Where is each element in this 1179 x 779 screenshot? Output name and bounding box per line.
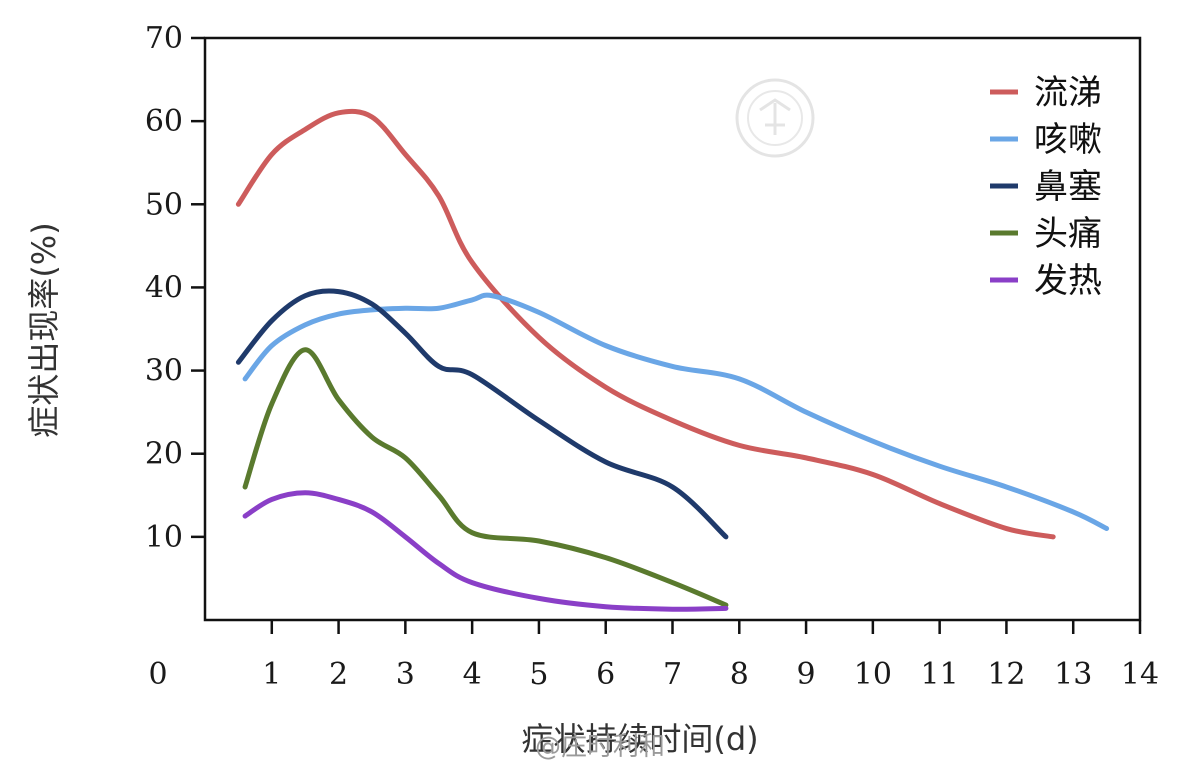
- y-axis-title: 症状出现率(%): [25, 222, 63, 437]
- x-tick-label: 1: [262, 657, 281, 692]
- y-tick-label: 60: [145, 104, 183, 139]
- series-line-1: [235, 108, 1056, 540]
- x-tick-label: 6: [596, 657, 615, 692]
- x-tick-label: 11: [921, 657, 959, 692]
- series-line-4: [242, 347, 729, 608]
- x-tick-label: 2: [329, 657, 348, 692]
- x-tick-label: 10: [854, 657, 892, 692]
- y-tick-label: 20: [145, 437, 183, 472]
- x-tick-label: 3: [396, 657, 415, 692]
- legend-label: 流涕: [1034, 73, 1102, 113]
- legend-label: 头痛: [1034, 214, 1102, 254]
- watermark-credit: @庄时利和: [535, 732, 665, 762]
- x-tick-label: 12: [987, 657, 1025, 692]
- plot-axes: [203, 36, 1142, 622]
- plot-frame: [203, 36, 1142, 622]
- series-group: [235, 108, 1110, 612]
- x-tick-label: 9: [797, 657, 816, 692]
- y-tick-label: 70: [145, 21, 183, 56]
- y-tick-label: 10: [145, 520, 183, 555]
- series-line-3: [235, 288, 729, 540]
- y-tick-label: 50: [145, 187, 183, 222]
- x-tick-label: 0: [148, 657, 167, 692]
- x-tick-label: 7: [663, 657, 682, 692]
- x-tick-label: 4: [463, 657, 482, 692]
- x-tick-label: 8: [730, 657, 749, 692]
- legend-label: 咳嗽: [1034, 120, 1102, 160]
- x-tick-label: 13: [1054, 657, 1092, 692]
- series-line-5: [242, 490, 729, 612]
- series-line-2: [242, 292, 1110, 532]
- x-tick-label: 5: [529, 657, 548, 692]
- legend-label: 发热: [1034, 261, 1102, 301]
- legend-label: 鼻塞: [1034, 167, 1102, 207]
- y-tick-label: 40: [145, 270, 183, 305]
- watermark-seal-icon: [735, 78, 815, 158]
- y-tick-label: 30: [145, 354, 183, 389]
- x-axis-title: 症状持续时间(d): [521, 720, 758, 758]
- x-tick-label: 14: [1121, 657, 1159, 692]
